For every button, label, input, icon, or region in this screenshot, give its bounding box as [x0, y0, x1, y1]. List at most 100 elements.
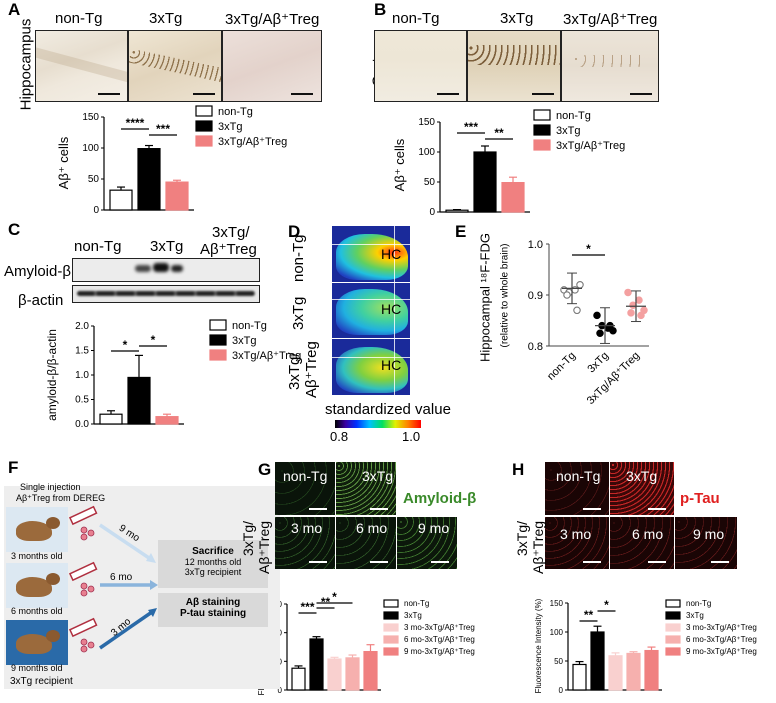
panel-g-label-3mo: 3 mo	[291, 520, 323, 536]
panel-c-legend-swatch-1	[209, 334, 227, 346]
panel-a-legend-swatch-0	[195, 105, 213, 117]
panel-f-age-6: 6 months old	[11, 606, 63, 616]
panel-g-label-nontg: non-Tg	[283, 468, 328, 484]
panel-g-legend-label-3: 6 mo-3xTg/Aβ⁺Treg	[404, 635, 475, 644]
panel-h-ylabel: Fluorescence Intensity (%)	[534, 598, 543, 693]
panel-b-sig-label: ***	[464, 120, 478, 134]
panel-e-sig-label: *	[586, 242, 591, 256]
panel-b-ytick-label: 100	[418, 147, 435, 158]
panel-h-sig-label: **	[584, 608, 594, 622]
panel-b-header-2: 3xTg	[500, 10, 534, 27]
panel-g-img-9mo	[397, 517, 457, 569]
panel-h-legend-swatch-3	[665, 635, 681, 644]
panel-e-point-2-0	[624, 288, 632, 297]
panel-c-legend-label-0: non-Tg	[232, 320, 267, 332]
panel-f-title-1: Single injection	[20, 482, 81, 492]
panel-c-legend-label-2: 3xTg/Aβ⁺Treg	[232, 350, 301, 362]
panel-b-image-3xtg	[467, 30, 561, 102]
panel-h-img-6mo	[610, 517, 674, 569]
panel-a-header-1: non-Tg	[55, 10, 103, 27]
panel-e-point-0-4	[563, 291, 571, 299]
panel-a-legend-swatch-2	[195, 135, 213, 147]
cells-icon	[80, 526, 95, 653]
panel-d-colorbar	[335, 420, 421, 428]
panel-h-legend-swatch-4	[665, 647, 681, 656]
panel-f-label: F	[8, 458, 19, 477]
panel-h-ytick-label: 100	[550, 628, 564, 637]
panel-c-ytick-label: 2.0	[75, 321, 89, 332]
panel-f-sacrifice-line2: 12 months old	[184, 557, 242, 567]
panel-h-img-3xtg	[610, 462, 674, 515]
panel-c-header-treg1: 3xTg/	[212, 224, 250, 241]
panel-f-sacrifice-box: Sacrifice 12 months old 3xTg recipient	[158, 540, 268, 588]
panel-b-label: B	[374, 0, 387, 19]
panel-b-image-nontg	[374, 30, 467, 102]
panel-b-image-treg	[561, 30, 659, 102]
panel-g-side-2: Aβ⁺Treg	[256, 520, 272, 574]
panel-a-legend-label-1: 3xTg	[218, 121, 242, 133]
panel-h-label: H	[512, 460, 525, 479]
panel-h-legend-swatch-2	[665, 623, 681, 632]
panel-h-label-3mo: 3 mo	[560, 526, 592, 542]
panel-a-image-treg	[222, 30, 322, 102]
panel-g-img-3xtg	[336, 462, 396, 515]
panel-g-legend-swatch-1	[383, 611, 399, 620]
panel-a-sig-label: ***	[156, 122, 170, 136]
panel-g-label-3xtg: 3xTg	[362, 468, 394, 484]
panel-a-legend-label-0: non-Tg	[218, 106, 253, 118]
panel-d-label: D	[288, 222, 301, 241]
panel-h-img-nontg	[545, 462, 609, 515]
panel-c-blot-actin	[72, 285, 260, 303]
panel-g-sig-label: *	[332, 590, 337, 604]
panel-h-ytick-label: 0	[559, 686, 564, 695]
panel-b-legend-label-1: 3xTg	[556, 125, 580, 137]
panel-b-sig-label: **	[494, 126, 504, 140]
panel-g-legend-swatch-2	[383, 623, 399, 632]
panel-f-sacrifice-title: Sacrifice	[192, 546, 234, 557]
panel-c-header-nontg: non-Tg	[74, 238, 122, 255]
panel-g-legend-label-0: non-Tg	[404, 599, 429, 608]
panel-d-hc-2: HC	[381, 301, 402, 317]
panel-b-header-3: 3xTg/Aβ⁺Treg	[563, 11, 658, 28]
panel-g-label: G	[258, 460, 272, 479]
panel-a-image-nontg	[35, 30, 128, 102]
panel-b-ylabel: Aβ⁺ cells	[392, 138, 407, 191]
panel-b-legend-swatch-2	[533, 139, 551, 151]
panel-g-legend-label-4: 9 mo-3xTg/Aβ⁺Treg	[404, 647, 475, 656]
panel-e-ytick-label: 0.9	[528, 290, 543, 302]
panel-c-blot-label-amyloid: Amyloid-β	[4, 263, 71, 280]
panel-f-staining-2: P-tau staining	[179, 608, 247, 619]
panel-h-legend-label-0: non-Tg	[686, 599, 711, 608]
panel-d-scale-min: 0.8	[330, 429, 349, 444]
panel-c-blot-amyloid	[72, 258, 260, 282]
panel-d-scale-max: 1.0	[402, 429, 421, 444]
syringe-icon	[68, 505, 98, 638]
panel-h-legend-label-4: 9 mo-3xTg/Aβ⁺Treg	[686, 647, 757, 656]
panel-g-legend-swatch-3	[383, 635, 399, 644]
panel-h-label-9mo: 9 mo	[693, 526, 725, 542]
panel-a-ytick-label: 100	[82, 143, 99, 154]
panel-h-ytick-label: 50	[554, 657, 563, 666]
panel-f-staining-box: Aβ staining P-tau staining	[158, 593, 268, 627]
panel-e-ytick-label: 1.0	[528, 239, 543, 251]
panel-e-point-0-5	[573, 306, 581, 315]
panel-g-img-3mo	[275, 517, 335, 569]
panel-a-header-3: 3xTg/Aβ⁺Treg	[225, 11, 320, 28]
panel-g-ytick-label: 0	[278, 686, 283, 695]
panel-c-sig-label: *	[123, 338, 128, 352]
panel-f-mouse-6mo	[6, 563, 68, 608]
panel-h-side-1: 3xTg/	[514, 520, 530, 556]
panel-d-hc-3: HC	[381, 357, 402, 373]
panel-c-sig-label: *	[151, 333, 156, 347]
panel-d-pet-3xtg	[332, 283, 410, 338]
panel-a-sig-label: ****	[126, 116, 145, 130]
panel-h-ytick-label: 150	[550, 599, 564, 608]
panel-h-legend-swatch-1	[665, 611, 681, 620]
panel-a-image-3xtg	[128, 30, 222, 102]
panel-g-img-nontg	[275, 462, 335, 515]
panel-c-ytick-label: 0.0	[75, 419, 89, 430]
panel-h-img-3mo	[545, 517, 609, 569]
panel-a-ytick-label: 50	[88, 174, 100, 185]
panel-d-pet-treg	[332, 339, 410, 395]
